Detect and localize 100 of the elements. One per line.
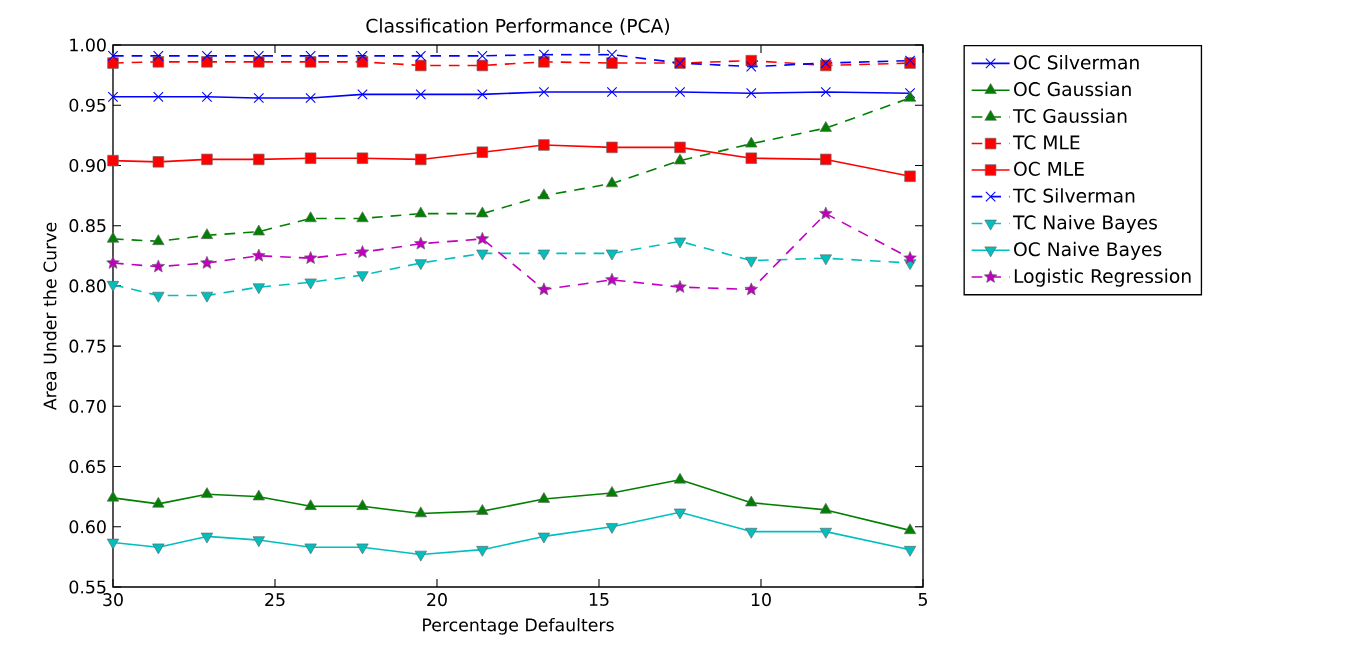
point [357,50,368,62]
point [745,54,757,67]
point [153,50,164,62]
point [303,251,318,264]
point [253,50,265,62]
point [415,59,427,72]
point [201,91,213,103]
point [477,89,488,100]
point [305,50,316,62]
point [903,523,917,535]
point [415,89,427,100]
point [606,57,618,69]
point [415,153,427,166]
point [252,224,265,236]
x-tick-label: 15 [589,593,609,606]
point [304,211,317,223]
point [605,176,619,188]
legend-label: OC MLE [1014,161,1084,176]
point [819,121,832,132]
point [414,206,427,218]
point [476,206,489,218]
point [745,152,757,164]
point [252,489,265,501]
point [107,57,119,69]
point [820,153,832,166]
point [200,487,214,498]
point [538,86,550,98]
point [107,50,119,62]
y-tick-label: 0.80 [69,279,106,293]
point [673,153,687,165]
point [537,282,551,296]
point [674,141,686,154]
point [476,59,489,72]
point [537,188,551,200]
legend-label: OC Gaussian [1014,81,1131,97]
point [106,256,120,269]
y-tick-label: 0.75 [69,339,106,353]
point [904,170,916,182]
x-tick-label: 5 [918,593,927,606]
point [745,136,758,148]
legend-label: TC Silverman [1012,188,1135,203]
point [355,245,370,258]
point [152,234,165,245]
point [107,91,119,103]
y-tick-label: 0.90 [69,158,106,172]
x-axis-title: Percentage Defaulters [423,617,614,635]
point [819,502,832,514]
point [106,231,120,243]
point [745,495,758,507]
legend-label: OC Silverman [1014,55,1139,70]
point [200,228,214,239]
point [673,472,687,484]
point [606,141,618,154]
point [201,153,213,166]
point [674,86,686,98]
point [253,153,265,166]
x-tick-label: 20 [427,593,447,607]
point [746,87,757,99]
point [538,139,550,151]
point [356,211,369,223]
y-tick-label: 0.65 [69,460,106,474]
point [605,272,619,286]
point [605,486,619,497]
point [673,280,687,293]
point [253,92,265,104]
point [819,206,833,220]
legend-label: TC Naive Bayes [1012,215,1157,234]
x-tick-label: 10 [751,593,771,607]
legend-label: TC Gaussian [1012,108,1127,124]
point [606,86,618,98]
point [356,499,369,510]
point [304,499,317,510]
point [744,282,758,296]
y-tick-label: 0.85 [69,219,106,233]
point [538,49,550,60]
point [153,91,164,103]
point [476,146,489,158]
point [200,256,214,269]
legend-label: Logistic Regression [1014,268,1191,287]
point [304,152,317,164]
y-tick-label: 0.55 [69,580,106,594]
point [201,50,213,62]
y-tick-label: 1.00 [70,38,106,52]
point [356,152,369,164]
point [107,154,119,167]
point [537,492,551,503]
point [415,50,427,62]
y-tick-label: 0.70 [69,399,106,413]
point [152,156,165,168]
legend-label: TC MLE [1012,135,1080,150]
point [414,236,428,250]
y-tick-label: 0.60 [69,520,106,534]
point [746,61,757,72]
chart-title: Classification Performance (PCA) [366,18,670,35]
point [606,49,618,60]
point [414,506,427,518]
point [151,259,166,273]
point [477,50,488,62]
y-tick-label: 0.95 [69,98,106,112]
point [305,92,316,104]
